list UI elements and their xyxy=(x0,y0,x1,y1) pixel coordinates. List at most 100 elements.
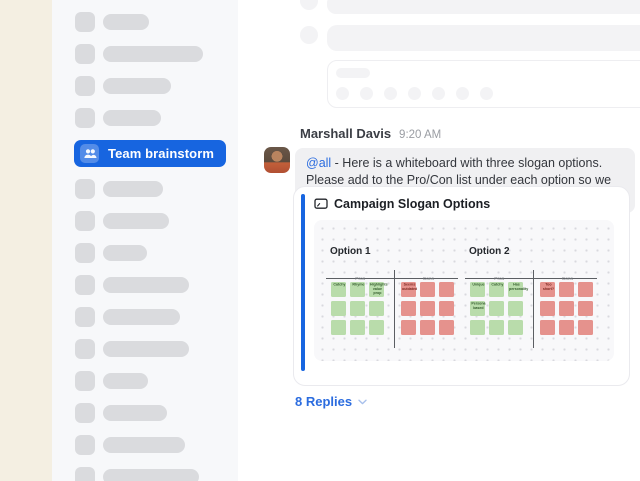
skeleton-channel-label xyxy=(103,245,147,261)
sidebar-skeleton-row xyxy=(52,76,238,96)
whiteboard-attachment-card[interactable]: Campaign Slogan Options Option 1 Pros Catc… xyxy=(293,186,630,386)
sidebar-item-team-brainstorm[interactable]: Team brainstorm xyxy=(74,140,226,167)
skeleton-toolbar-dot xyxy=(456,87,469,100)
sticky-note[interactable]: Persona based xyxy=(470,301,485,316)
sticky-note[interactable]: Unique xyxy=(470,282,485,297)
sticky-note[interactable] xyxy=(401,301,416,316)
sticky-note[interactable] xyxy=(470,320,485,335)
sticky-note[interactable] xyxy=(540,301,555,316)
message-header: Marshall Davis 9:20 AM xyxy=(300,126,441,141)
sticky-note[interactable]: Seems outdated xyxy=(401,282,417,297)
sidebar-skeleton-row xyxy=(52,243,238,263)
message-timestamp: 9:20 AM xyxy=(399,129,442,141)
sticky-note[interactable] xyxy=(508,320,523,335)
column-header: Cons xyxy=(422,276,434,282)
skeleton-avatar xyxy=(300,0,318,10)
sticky-note-grid: Catchy Rhyme Highlights value prop xyxy=(331,282,388,335)
sidebar-item-label: Team brainstorm xyxy=(108,146,215,161)
option-label: Option 2 xyxy=(469,246,510,257)
skeleton-channel-icon xyxy=(75,108,95,128)
sidebar-skeleton-row xyxy=(52,307,238,327)
sticky-note[interactable] xyxy=(369,320,384,335)
skeleton-channel-icon xyxy=(75,12,95,32)
sticky-note[interactable] xyxy=(489,320,504,335)
sidebar-skeleton-row xyxy=(52,275,238,295)
sidebar-skeleton-row xyxy=(52,12,238,32)
sticky-note[interactable]: Catchy xyxy=(489,282,504,297)
sticky-note[interactable]: Catchy xyxy=(331,282,346,297)
sticky-note[interactable] xyxy=(439,282,454,297)
sticky-note[interactable] xyxy=(331,301,346,316)
sticky-note[interactable] xyxy=(559,282,574,297)
sticky-note[interactable] xyxy=(369,301,384,316)
sticky-note[interactable] xyxy=(331,320,346,335)
sticky-note-text: Unique xyxy=(471,282,485,287)
whiteboard-preview[interactable]: Option 1 Pros Catchy Rhyme Highlights value … xyxy=(314,220,614,361)
skeleton-channel-icon xyxy=(75,211,95,231)
sticky-note[interactable] xyxy=(439,320,454,335)
sticky-note[interactable] xyxy=(420,320,435,335)
mention-link[interactable]: @all xyxy=(306,156,332,170)
skeleton-channel-label xyxy=(103,341,189,357)
skeleton-channel-icon xyxy=(75,243,95,263)
skeleton-channel-label xyxy=(103,213,169,229)
sticky-note[interactable] xyxy=(578,282,593,297)
whiteboard-icon xyxy=(314,198,328,209)
sidebar-skeleton-row xyxy=(52,467,238,481)
sticky-note[interactable] xyxy=(350,301,365,316)
avatar[interactable] xyxy=(264,147,290,173)
skeleton-channel-label xyxy=(103,78,171,94)
skeleton-channel-icon xyxy=(75,179,95,199)
channel-sidebar: Team brainstorm xyxy=(52,0,238,481)
skeleton-channel-icon xyxy=(75,275,95,295)
sticky-note[interactable] xyxy=(420,282,435,297)
sidebar-row-active: Team brainstorm xyxy=(52,140,238,167)
sticky-note[interactable]: Rhyme xyxy=(350,282,365,297)
skeleton-toolbar-dot xyxy=(480,87,493,100)
whiteboard-option-group: Option 2 Pros Unique Catchy Has personality P… xyxy=(465,244,598,356)
sticky-note[interactable] xyxy=(350,320,365,335)
sticky-note-text: Highlights value prop xyxy=(369,282,388,295)
sticky-note[interactable] xyxy=(540,320,555,335)
sticky-note[interactable]: Has personality xyxy=(508,282,528,297)
sidebar-skeleton-row xyxy=(52,179,238,199)
sticky-note[interactable] xyxy=(578,320,593,335)
sticky-note-text: Seems outdated xyxy=(401,282,417,291)
sticky-note[interactable] xyxy=(489,301,504,316)
sticky-note-text: Has personality xyxy=(508,282,528,291)
skeleton-channel-label xyxy=(103,405,167,421)
thread-replies-link[interactable]: 8 Replies xyxy=(295,394,367,409)
message-author: Marshall Davis xyxy=(300,126,392,141)
tchart-vline xyxy=(533,270,534,348)
sticky-note[interactable] xyxy=(559,301,574,316)
sticky-note[interactable] xyxy=(508,301,523,316)
sidebar-skeleton-row xyxy=(52,339,238,359)
sticky-note[interactable] xyxy=(578,301,593,316)
sticky-note[interactable] xyxy=(439,301,454,316)
tchart-hline xyxy=(326,278,458,279)
whiteboard-option-group: Option 1 Pros Catchy Rhyme Highlights value … xyxy=(326,244,459,356)
skeleton-channel-label xyxy=(103,373,148,389)
skeleton-channel-icon xyxy=(75,44,95,64)
sticky-note[interactable]: Too short? xyxy=(540,282,555,297)
sticky-note-grid: Too short? xyxy=(540,282,593,335)
skeleton-channel-icon xyxy=(75,76,95,96)
column-header: Pros xyxy=(355,276,365,282)
skeleton-channel-icon xyxy=(75,307,95,327)
skeleton-channel-label xyxy=(103,277,189,293)
sticky-note-text: Catchy xyxy=(332,282,345,287)
sticky-note[interactable]: Highlights value prop xyxy=(369,282,388,297)
skeleton-channel-label xyxy=(103,46,203,62)
sticky-note[interactable] xyxy=(559,320,574,335)
sticky-note[interactable] xyxy=(420,301,435,316)
sidebar-skeleton-row xyxy=(52,108,238,128)
sticky-note[interactable] xyxy=(401,320,416,335)
sticky-note-grid: Unique Catchy Has personality Persona based xyxy=(470,282,528,335)
sidebar-skeleton-row xyxy=(52,371,238,391)
whiteboard-title: Campaign Slogan Options xyxy=(334,197,491,211)
skeleton-pill xyxy=(336,68,370,78)
skeleton-composer-card xyxy=(327,60,640,108)
column-header: Pros xyxy=(494,276,504,282)
sidebar-skeleton-row xyxy=(52,211,238,231)
